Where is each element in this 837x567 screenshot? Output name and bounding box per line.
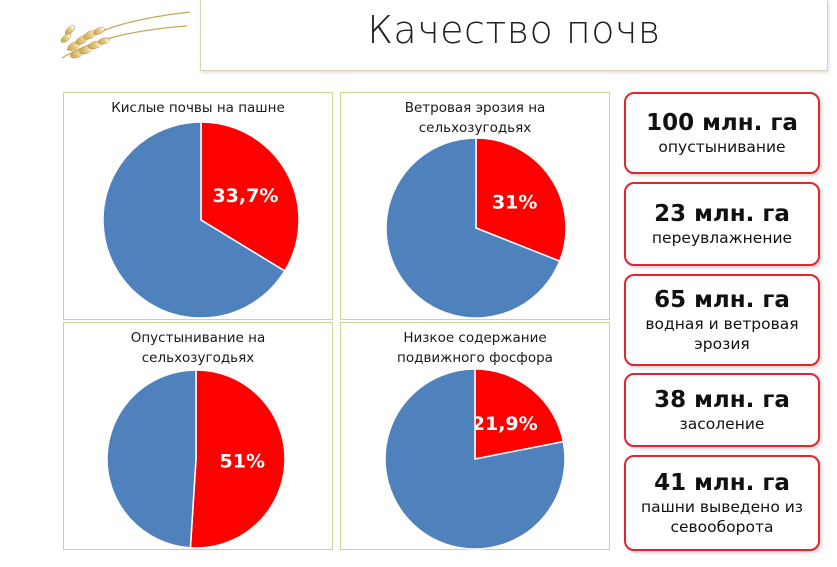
stat-box-2: 23 млн. га переувлажнение [624,182,820,266]
stat-box-4: 38 млн. га засоление [624,373,820,447]
pie-chart-4: 21,9% [384,368,566,550]
pie-slice-2 [106,369,197,549]
stat-label: засоление [679,415,765,433]
pie-slice-1 [189,369,286,549]
stat-box-3: 65 млн. га водная и ветровая эрозия [624,274,820,366]
title-banner: Качество почв [200,0,828,71]
pie-slice-1 [475,137,567,263]
wheat-icon [60,11,191,59]
chart-title-2: Ветровая эрозия на сельхозугодьях [404,100,546,136]
chart-panel-4: Низкое содержание подвижного фосфора 21,… [340,322,610,550]
pie-slice-1 [200,121,300,272]
stat-value: 38 млн. га [654,387,790,413]
stat-value: 23 млн. га [654,201,790,227]
chart-panel-2: Ветровая эрозия на сельхозугодьях 31% [340,92,610,320]
pie-slice-1 [474,368,565,460]
pie-data-label: 33,7% [212,185,278,207]
pie-slice-2 [102,121,286,319]
stat-box-1: 100 млн. га опустынивание [624,92,820,174]
pie-chart-2: 31% [385,137,567,319]
stat-box-5: 41 млн. га пашни выведено из севооборота [624,455,820,551]
pie-data-label: 21,9% [472,413,538,435]
pie-slice-2 [385,137,561,319]
chart-title-3: Опустынивание на сельхозугодьях [130,330,266,366]
chart-title-4: Низкое содержание подвижного фосфора [397,330,553,366]
chart-panel-3: Опустынивание на сельхозугодьях 51% [63,322,333,550]
pie-data-label: 51% [220,450,265,472]
chart-title-1: Кислые почвы на пашне [111,100,285,116]
pie-chart-3: 51% [106,369,286,549]
pie-slice-2 [384,368,566,550]
stat-label: опустынивание [658,138,786,156]
stat-label: водная и ветровая эрозия [645,315,799,353]
stat-value: 41 млн. га [654,470,790,496]
stat-value: 100 млн. га [646,110,798,136]
pie-chart-1: 33,7% [102,121,300,319]
stat-value: 65 млн. га [654,287,790,313]
page-title: Качество почв [367,8,661,52]
chart-panel-1: Кислые почвы на пашне 33,7% [63,92,333,320]
stat-label: пашни выведено из севооборота [640,498,804,536]
stat-label: переувлажнение [651,229,793,247]
wheat-logo [52,0,192,70]
pie-data-label: 31% [492,192,537,214]
